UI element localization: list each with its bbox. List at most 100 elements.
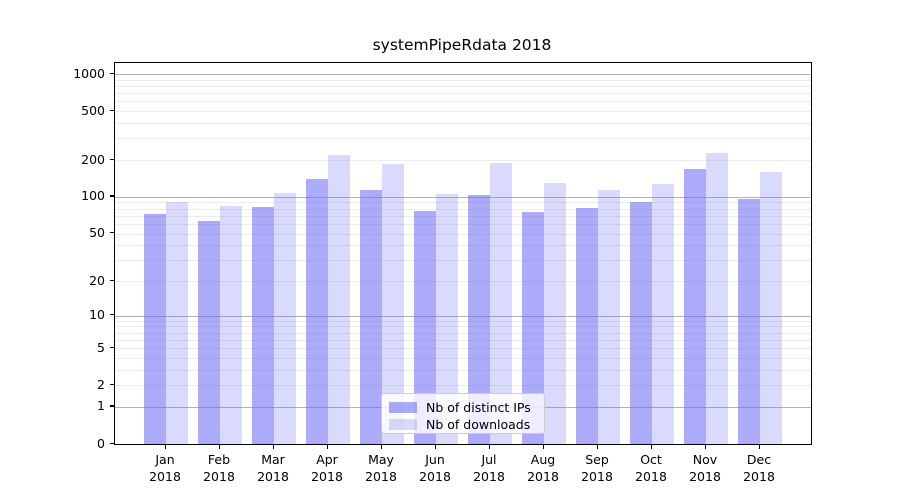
x-tick-month: May — [368, 452, 394, 467]
x-tick-year: 2018 — [527, 469, 559, 484]
bar-distinct-ips — [144, 213, 166, 444]
y-tick-mark — [109, 405, 114, 407]
minor-gridline — [115, 281, 811, 282]
y-tick-label: 10 — [89, 307, 105, 323]
x-tick-month: Jun — [425, 452, 445, 467]
x-tick-month: Sep — [585, 452, 609, 467]
legend-swatch-downloads-icon — [389, 418, 417, 430]
x-tick-year: 2018 — [743, 469, 775, 484]
bar-downloads — [598, 189, 620, 444]
bar-downloads — [544, 182, 566, 444]
minor-gridline — [115, 260, 811, 262]
x-tick-mark — [434, 444, 436, 449]
bar-downloads — [382, 164, 404, 444]
x-tick-mark — [758, 444, 760, 449]
x-tick-month: Feb — [207, 452, 231, 467]
x-tick-year: 2018 — [419, 469, 451, 484]
y-tick-label: 2 — [97, 376, 105, 392]
x-tick-month: Aug — [530, 452, 556, 467]
y-tick-label: 1 — [97, 398, 105, 414]
y-tick-label: 0 — [97, 435, 105, 451]
x-tick-year: 2018 — [689, 469, 721, 484]
minor-gridline — [115, 223, 811, 225]
legend: Nb of distinct IPs Nb of downloads — [381, 393, 545, 434]
y-tick-mark — [109, 346, 114, 348]
y-tick-label: 20 — [89, 272, 105, 288]
bar-distinct-ips — [414, 210, 436, 444]
bar-downloads — [490, 162, 512, 444]
x-tick-month: Dec — [746, 452, 772, 467]
y-tick-label: 100 — [81, 188, 105, 204]
minor-gridline — [115, 320, 811, 322]
y-tick-mark — [109, 314, 114, 316]
y-tick-mark — [109, 72, 114, 74]
bar-distinct-ips — [630, 202, 652, 444]
bar-distinct-ips — [684, 168, 706, 444]
x-tick-label: Mar 2018 — [238, 451, 308, 485]
x-tick-label: May 2018 — [346, 451, 416, 485]
minor-gridline — [115, 138, 811, 140]
x-tick-mark — [272, 444, 274, 449]
x-tick-year: 2018 — [311, 469, 343, 484]
bar-downloads — [706, 152, 728, 444]
x-tick-year: 2018 — [473, 469, 505, 484]
bar-distinct-ips — [306, 179, 328, 444]
bar-distinct-ips — [576, 208, 598, 444]
bar-downloads — [436, 194, 458, 444]
major-gridline — [115, 74, 811, 75]
x-tick-label: Feb 2018 — [184, 451, 254, 485]
x-tick-mark — [326, 444, 328, 449]
y-tick-label: 5 — [97, 339, 105, 355]
legend-item-distinct-ips: Nb of distinct IPs — [389, 399, 536, 415]
x-tick-month: Mar — [261, 452, 285, 467]
minor-gridline — [115, 385, 811, 387]
x-tick-mark — [164, 444, 166, 449]
minor-gridline — [115, 215, 811, 217]
minor-gridline — [115, 86, 811, 87]
x-tick-mark — [542, 444, 544, 449]
y-tick-label: 500 — [81, 102, 105, 118]
x-tick-year: 2018 — [365, 469, 397, 484]
x-tick-year: 2018 — [203, 469, 235, 484]
bar-downloads — [328, 154, 350, 444]
legend-swatch-distinct-ips-icon — [389, 401, 417, 413]
bar-downloads — [166, 202, 188, 444]
minor-gridline — [115, 339, 811, 341]
y-tick-mark — [109, 442, 114, 444]
x-tick-month: Nov — [692, 452, 718, 467]
x-tick-mark — [650, 444, 652, 449]
x-tick-mark — [596, 444, 598, 449]
x-tick-label: Sep 2018 — [562, 451, 632, 485]
plot-area: Nb of distinct IPs Nb of downloads — [114, 62, 812, 445]
minor-gridline — [115, 123, 811, 124]
x-tick-month: Apr — [316, 452, 338, 467]
y-tick-mark — [109, 195, 114, 197]
x-tick-label: Jul 2018 — [454, 451, 524, 485]
y-tick-mark — [109, 232, 114, 234]
minor-gridline — [115, 233, 811, 235]
bar-downloads — [760, 171, 782, 444]
minor-gridline — [115, 93, 811, 95]
bar-distinct-ips — [360, 189, 382, 444]
bar-downloads — [274, 192, 296, 444]
x-tick-mark — [704, 444, 706, 449]
legend-label-distinct-ips: Nb of distinct IPs — [426, 399, 531, 415]
minor-gridline — [115, 332, 811, 334]
y-tick-mark — [109, 383, 114, 385]
x-tick-year: 2018 — [635, 469, 667, 484]
x-tick-mark — [380, 444, 382, 449]
minor-gridline — [115, 101, 811, 103]
minor-gridline — [115, 208, 811, 210]
y-tick-mark — [109, 109, 114, 111]
minor-gridline — [115, 245, 811, 247]
major-gridline — [115, 196, 811, 198]
x-tick-label: Nov 2018 — [670, 451, 740, 485]
minor-gridline — [115, 160, 811, 161]
x-tick-year: 2018 — [581, 469, 613, 484]
bar-distinct-ips — [738, 199, 760, 444]
minor-gridline — [115, 357, 811, 359]
chart-title: systemPipeRdata 2018 — [372, 36, 552, 54]
x-tick-mark — [488, 444, 490, 449]
minor-gridline — [115, 348, 811, 350]
